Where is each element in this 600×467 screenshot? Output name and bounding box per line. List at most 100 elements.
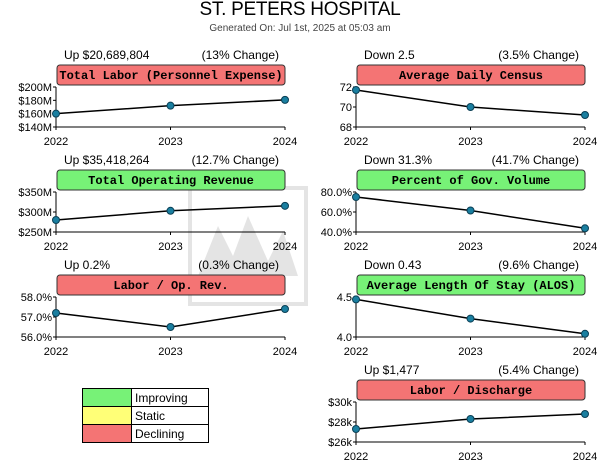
x-tick-label: 2023 <box>158 136 182 148</box>
data-point <box>281 201 289 210</box>
data-point <box>281 95 289 104</box>
chart-title: Labor / Discharge <box>410 384 532 398</box>
y-tick-label: 4.0 <box>337 332 352 344</box>
y-tick-label: $300M <box>18 207 52 219</box>
legend: Improving Static Declining <box>82 388 209 443</box>
chart-summary: Down 31.3% <box>364 153 432 167</box>
data-point <box>352 86 360 94</box>
chart-title-box <box>56 274 286 296</box>
y-tick-label: 68 <box>340 122 352 134</box>
x-tick-label: 2024 <box>273 346 297 358</box>
x-tick-label: 2023 <box>458 451 482 463</box>
y-tick-label: $26k <box>328 437 352 449</box>
data-point <box>581 224 589 233</box>
chart-title-box <box>356 274 586 296</box>
y-tick-label: $160M <box>18 109 52 121</box>
chart-summary: Up $20,689,804 <box>64 48 150 62</box>
chart-title-box <box>356 169 586 191</box>
x-tick-label: 2022 <box>344 346 368 358</box>
data-point <box>466 415 475 423</box>
data-point <box>352 425 360 433</box>
chart-labor-op-rev: Up 0.2% (0.3% Change) Labor / Op. Rev. 56.0… <box>21 258 297 358</box>
chart-title: Average Daily Census <box>399 69 543 83</box>
data-point <box>166 323 175 331</box>
y-tick-label: 4.5 <box>337 292 352 304</box>
y-tick-label: 58.0% <box>21 292 52 304</box>
data-point <box>581 410 589 418</box>
legend-item-improving: Improving <box>82 388 209 407</box>
generated-timestamp: Generated On: Jul 1st, 2025 at 05:03 am <box>209 23 391 34</box>
x-tick-label: 2023 <box>458 241 482 253</box>
legend-item-declining: Declining <box>82 424 209 443</box>
chart-panel-labor-op-rev: Up 0.2% (0.3% Change) Labor / Op. Rev. 56.0… <box>0 257 300 362</box>
chart-change: (0.3% Change) <box>198 258 279 272</box>
legend-label-static: Static <box>131 406 209 425</box>
x-tick-label: 2023 <box>458 136 482 148</box>
data-point <box>466 103 475 111</box>
x-tick-label: 2023 <box>458 346 482 358</box>
x-tick-label: 2024 <box>573 136 597 148</box>
y-tick-label: 70 <box>340 102 352 114</box>
x-tick-label: 2024 <box>573 451 597 463</box>
chart-summary: Up $1,477 <box>364 363 420 377</box>
x-tick-label: 2022 <box>344 136 368 148</box>
y-tick-label: 40.0% <box>321 227 352 239</box>
chart-change: (9.6% Change) <box>498 258 579 272</box>
chart-title-box <box>356 379 586 401</box>
chart-change: (41.7% Change) <box>492 153 579 167</box>
series-line <box>355 89 586 116</box>
legend-swatch-static <box>82 406 132 425</box>
chart-title: Average Length Of Stay (ALOS) <box>367 279 576 293</box>
chart-panel-percent-of-gov-volume: Down 31.3% (41.7% Change) Percent of Gov. … <box>300 152 600 257</box>
chart-panel-average-daily-census: Down 2.5 (3.5% Change) Average Daily Censu… <box>300 47 600 152</box>
y-tick-label: $28k <box>328 417 352 429</box>
y-tick-label: $200M <box>18 82 52 94</box>
legend-swatch-declining <box>82 424 132 443</box>
chart-total-labor-personnel-expense: Up $20,689,804 (13% Change) Total Labor (P… <box>18 48 297 148</box>
chart-average-daily-census: Down 2.5 (3.5% Change) Average Daily Censu… <box>340 48 597 148</box>
chart-title-box <box>56 169 286 191</box>
y-tick-label: 72 <box>340 82 352 94</box>
chart-change: (5.4% Change) <box>498 363 579 377</box>
page-title: ST. PETERS HOSPITAL <box>199 0 401 20</box>
data-point <box>166 206 175 215</box>
y-tick-label: $30k <box>328 397 352 409</box>
chart-percent-of-gov-volume: Down 31.3% (41.7% Change) Percent of Gov. … <box>321 153 597 253</box>
chart-title: Total Labor (Personnel Expense) <box>59 69 282 83</box>
y-tick-label: $180M <box>18 95 52 107</box>
chart-change: (12.7% Change) <box>192 153 279 167</box>
legend-item-static: Static <box>82 406 209 425</box>
y-tick-label: 56.0% <box>21 332 52 344</box>
data-point <box>352 295 360 304</box>
x-tick-label: 2022 <box>344 241 368 253</box>
chart-summary: Up 0.2% <box>64 258 110 272</box>
y-tick-label: $250M <box>18 227 52 239</box>
chart-labor-discharge: Up $1,477 (5.4% Change) Labor / Discharge $… <box>328 363 597 463</box>
x-tick-label: 2022 <box>344 451 368 463</box>
chart-panel-total-operating-revenue: Up $35,418,264 (12.7% Change) Total Operat… <box>0 152 300 257</box>
chart-change: (3.5% Change) <box>498 48 579 62</box>
chart-average-length-of-stay-alos: Down 0.43 (9.6% Change) Average Length Of … <box>337 258 598 358</box>
chart-summary: Down 0.43 <box>364 258 422 272</box>
chart-summary: Up $35,418,264 <box>64 153 150 167</box>
chart-title-box <box>56 64 286 86</box>
data-point <box>281 305 289 313</box>
chart-panel-total-labor-personnel-expense: Up $20,689,804 (13% Change) Total Labor (P… <box>0 47 300 152</box>
data-point <box>52 109 60 118</box>
chart-summary: Down 2.5 <box>364 48 415 62</box>
x-tick-label: 2024 <box>273 136 297 148</box>
x-tick-label: 2022 <box>44 241 68 253</box>
y-tick-label: 57.0% <box>21 312 52 324</box>
chart-panel-average-length-of-stay-alos: Down 0.43 (9.6% Change) Average Length Of … <box>300 257 600 362</box>
data-point <box>466 314 475 323</box>
y-tick-label: 80.0% <box>321 187 352 199</box>
data-point <box>52 216 60 224</box>
data-point <box>352 193 360 201</box>
data-point <box>166 101 175 110</box>
data-point <box>581 329 589 338</box>
y-tick-label: $140M <box>18 122 52 134</box>
legend-label-improving: Improving <box>131 388 209 407</box>
legend-label-declining: Declining <box>131 424 209 443</box>
y-tick-label: 60.0% <box>321 207 352 219</box>
chart-title: Labor / Op. Rev. <box>113 279 228 293</box>
